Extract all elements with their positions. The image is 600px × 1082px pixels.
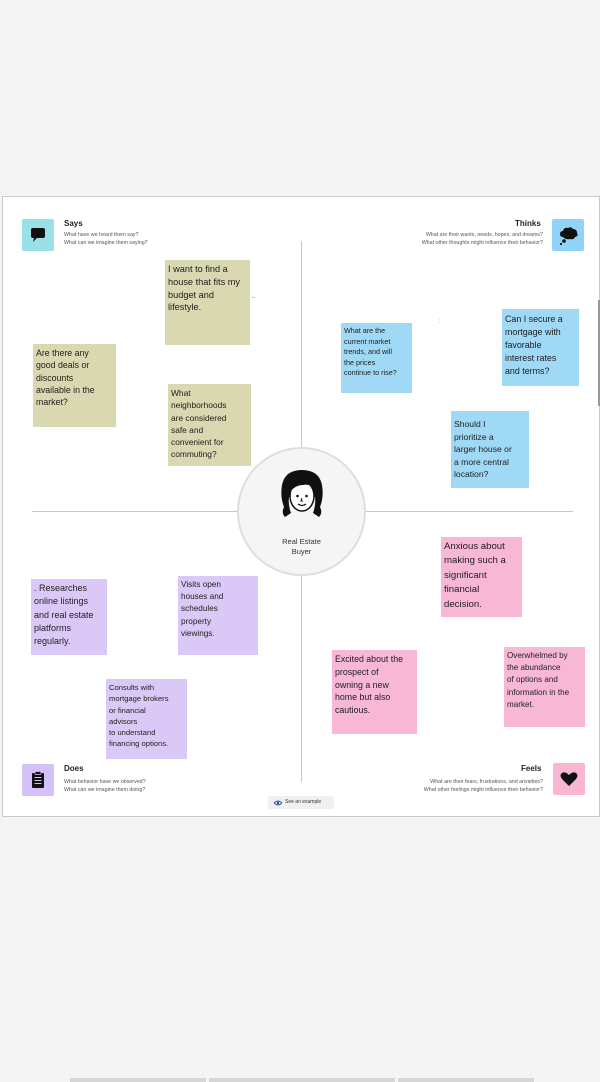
speech-bubble-icon	[31, 228, 45, 242]
eye-icon	[274, 800, 282, 806]
sticky-note[interactable]: Overwhelmed by the abundance of options …	[504, 647, 585, 727]
feels-title: Feels	[521, 764, 542, 773]
sticky-note[interactable]: I want to find a house that fits my budg…	[165, 260, 250, 345]
sticky-note[interactable]: Can I secure a mortgage with favorable i…	[502, 309, 579, 386]
says-quadrant-icon	[22, 219, 54, 251]
scrollbar[interactable]	[598, 300, 600, 406]
clipboard-icon	[32, 771, 44, 788]
thought-cloud-icon	[559, 227, 578, 246]
thinks-subtitle: What are their wants, needs, hopes, and …	[421, 232, 543, 246]
sticky-note[interactable]: Anxious about making such a significant …	[441, 537, 522, 617]
see-example-button[interactable]: See an example	[268, 796, 334, 809]
does-title: Does	[64, 764, 84, 773]
does-subtitle: What behavior have we observed? What can…	[64, 779, 146, 793]
feels-subtitle: What are their fears, frustrations, and …	[423, 779, 543, 793]
sticky-note[interactable]: What neighborhoods are considered safe a…	[168, 384, 251, 466]
does-quadrant-icon	[22, 764, 54, 796]
says-title: Says	[64, 219, 83, 228]
says-subtitle: What have we heard them say? What can we…	[64, 232, 148, 246]
thinks-title: Thinks	[515, 219, 541, 228]
bottom-tab[interactable]	[70, 1078, 206, 1082]
feels-quadrant-icon	[553, 763, 585, 795]
person-avatar-icon	[281, 470, 323, 517]
bottom-tab[interactable]	[209, 1078, 395, 1082]
persona-circle: Real Estate Buyer	[237, 447, 366, 576]
sticky-note[interactable]: Should I prioritize a larger house or a …	[451, 411, 529, 488]
empathy-map-board: Says What have we heard them say? What c…	[2, 196, 600, 817]
thinks-quadrant-icon	[552, 219, 584, 251]
sticky-note[interactable]: . Researches online listings and real es…	[31, 579, 107, 655]
see-example-label: See an example	[285, 799, 322, 805]
bottom-tab[interactable]	[398, 1078, 534, 1082]
heart-icon	[560, 772, 578, 786]
sticky-note[interactable]: Visits open houses and schedules propert…	[178, 576, 258, 655]
sticky-note[interactable]: Excited about the prospect of owning a n…	[332, 650, 417, 734]
sticky-note[interactable]: Consults with mortgage brokers or financ…	[106, 679, 187, 759]
sticky-note[interactable]: Are there any good deals or discounts av…	[33, 344, 116, 427]
persona-label: Real Estate Buyer	[282, 537, 321, 556]
sticky-note[interactable]: What are the current market trends, and …	[341, 323, 412, 393]
